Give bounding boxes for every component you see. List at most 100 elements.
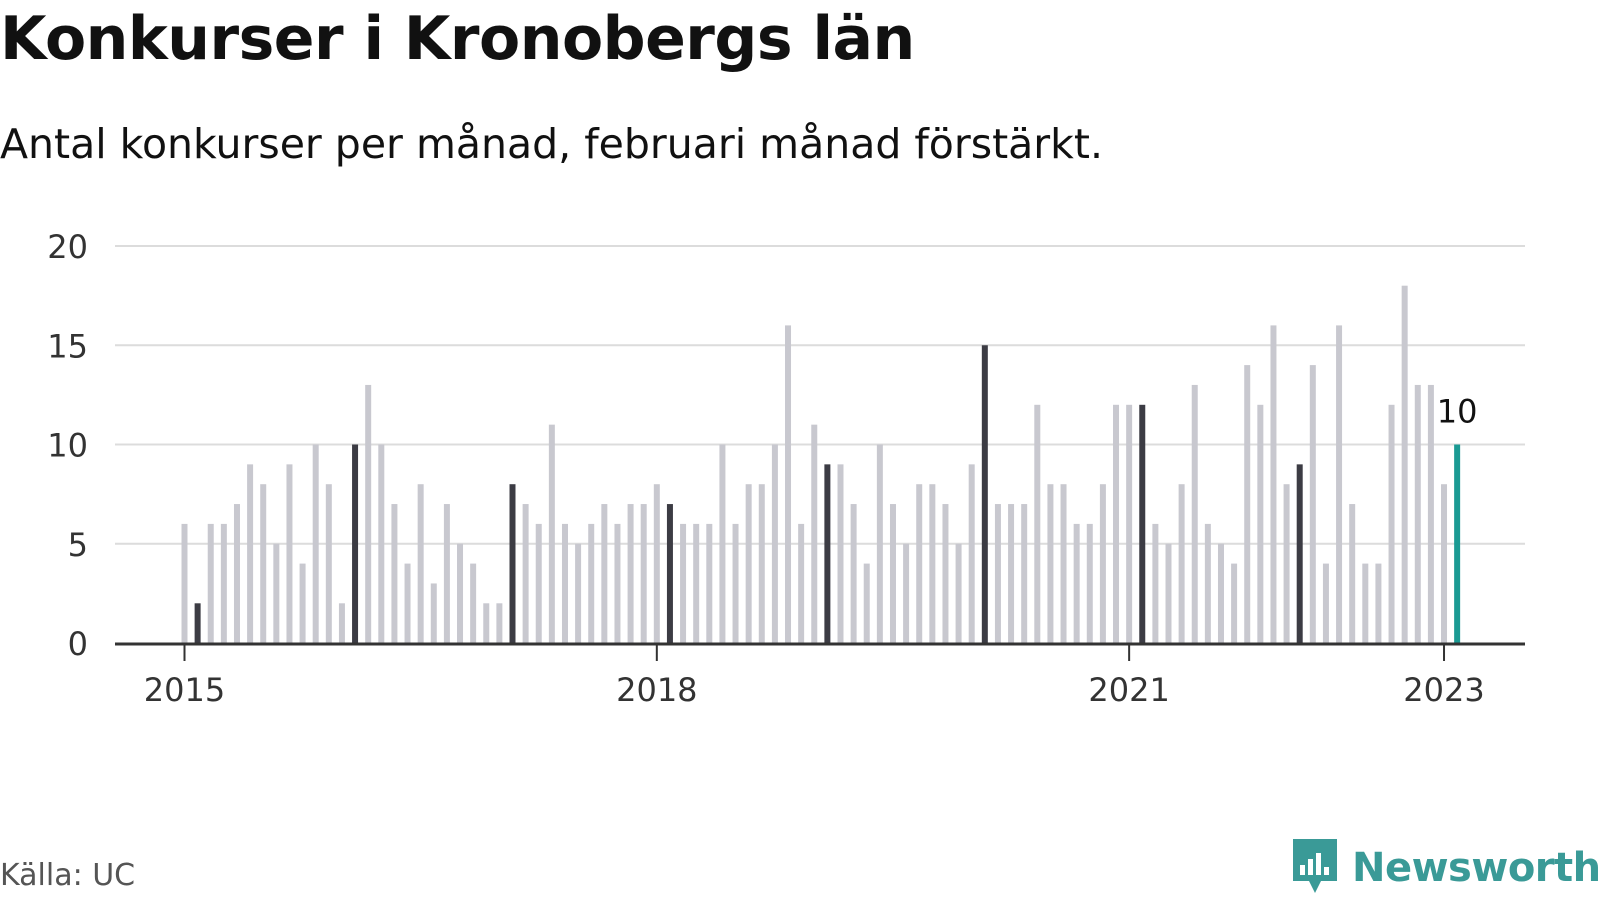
- bar: [561, 523, 568, 643]
- bar: [194, 603, 201, 643]
- bar: [706, 523, 713, 643]
- bar: [457, 543, 464, 643]
- bar: [443, 504, 450, 643]
- bar: [1060, 484, 1067, 643]
- bar: [942, 504, 949, 643]
- bar: [955, 543, 962, 643]
- bar: [233, 504, 240, 643]
- bar: [1244, 365, 1251, 643]
- last-value-label: 10: [1437, 393, 1478, 431]
- bar: [404, 563, 411, 643]
- bar: [247, 464, 254, 643]
- bar: [614, 523, 621, 643]
- bar: [470, 563, 477, 643]
- bar: [1126, 404, 1133, 643]
- bar: [1204, 523, 1211, 643]
- bar: [1414, 384, 1421, 643]
- bar: [391, 504, 398, 643]
- bar: [771, 444, 778, 643]
- bar: [876, 444, 883, 643]
- bar: [903, 543, 910, 643]
- bar: [1217, 543, 1224, 643]
- bar: [1008, 504, 1015, 643]
- bar: [220, 523, 227, 643]
- bar: [1021, 504, 1028, 643]
- bar: [811, 424, 818, 643]
- bar: [535, 523, 542, 643]
- bar: [365, 384, 372, 643]
- y-tick-label: 0: [68, 625, 88, 663]
- bar: [1427, 384, 1434, 643]
- bar: [837, 464, 844, 643]
- bar: [889, 504, 896, 643]
- bar: [575, 543, 582, 643]
- bar: [181, 523, 188, 643]
- bar: [1270, 325, 1277, 643]
- bar: [1231, 563, 1238, 643]
- bar: [653, 484, 660, 643]
- bar: [1401, 285, 1408, 643]
- bar: [1349, 504, 1356, 643]
- bar: [1362, 563, 1369, 643]
- brand-logo[interactable]: Newsworthy: [1290, 838, 1600, 898]
- bar: [1034, 404, 1041, 643]
- bar: [601, 504, 608, 643]
- bar: [1375, 563, 1382, 643]
- bar: [1099, 484, 1106, 643]
- y-axis-ticks: 0 5 10 15 20: [47, 228, 88, 663]
- bar: [732, 523, 739, 643]
- y-tick-label: 5: [68, 526, 88, 564]
- bar: [352, 444, 359, 643]
- bar: [1336, 325, 1343, 643]
- bar: [1191, 384, 1198, 643]
- bar: [1257, 404, 1264, 643]
- bar: [719, 444, 726, 643]
- bar: [1441, 484, 1448, 643]
- data-labels: 10: [1437, 393, 1478, 431]
- bar: [1309, 365, 1316, 643]
- chart-title: Konkurser i Kronobergs län: [0, 4, 915, 74]
- source-note: Källa: UC: [0, 858, 136, 893]
- bar: [588, 523, 595, 643]
- bar: [798, 523, 805, 643]
- x-tick-label: 2021: [1088, 671, 1169, 709]
- bar: [994, 504, 1001, 643]
- bars: [181, 285, 1461, 643]
- bar: [207, 523, 214, 643]
- bar: [1086, 523, 1093, 643]
- x-tick-label: 2023: [1403, 671, 1484, 709]
- bar: [378, 444, 385, 643]
- bar: [850, 504, 857, 643]
- bar: [1139, 404, 1146, 643]
- bar: [1178, 484, 1185, 643]
- bar: [666, 504, 673, 643]
- bar: [968, 464, 975, 643]
- bar: [1047, 484, 1054, 643]
- bar: [260, 484, 267, 643]
- bar: [640, 504, 647, 643]
- brand-name: Newsworthy: [1352, 845, 1600, 891]
- bar: [981, 345, 988, 643]
- x-tick-label: 2018: [616, 671, 697, 709]
- bar: [824, 464, 831, 643]
- bar: [1165, 543, 1172, 643]
- bar: [745, 484, 752, 643]
- bar: [680, 523, 687, 643]
- bar: [1073, 523, 1080, 643]
- bar: [273, 543, 280, 643]
- x-axis-ticks: 2015 2018 2021 2023: [144, 645, 1485, 709]
- bar: [286, 464, 293, 643]
- bar: [1454, 444, 1461, 643]
- gridlines: [115, 245, 1525, 545]
- bar: [312, 444, 319, 643]
- bar: [693, 523, 700, 643]
- bar: [299, 563, 306, 643]
- bar: [548, 424, 555, 643]
- bar: [1296, 464, 1303, 643]
- bar: [785, 325, 792, 643]
- bar: [522, 504, 529, 643]
- bar: [325, 484, 332, 643]
- y-tick-label: 10: [47, 427, 88, 465]
- chart-subtitle: Antal konkurser per månad, februari måna…: [0, 120, 1104, 168]
